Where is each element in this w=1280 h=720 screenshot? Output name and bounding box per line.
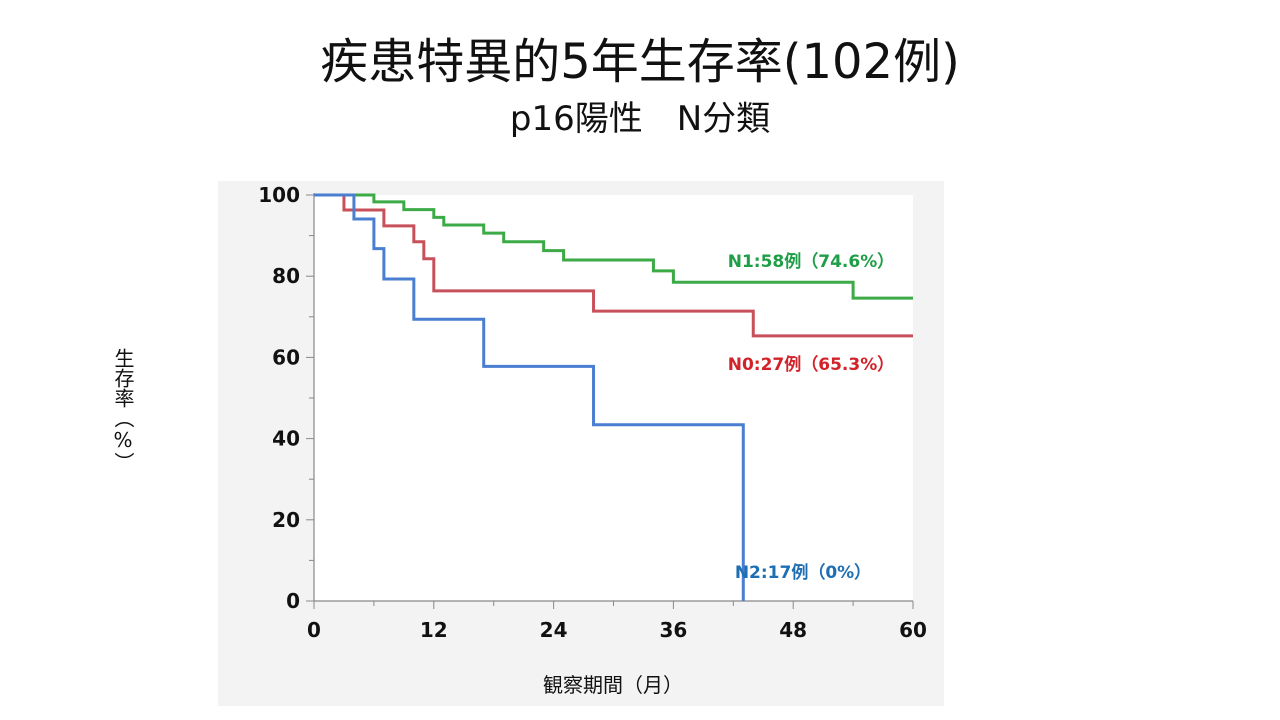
axes: 0 20 40 60 80 100 0 12 24 36 48 60 [258, 183, 927, 642]
y-tick-label: 20 [272, 508, 300, 532]
x-tick-label: 48 [779, 618, 807, 642]
x-tick-label: 60 [899, 618, 927, 642]
x-tick-label: 0 [307, 618, 321, 642]
y-tick-label: 80 [272, 264, 300, 288]
x-axis-label: 観察期間（月） [543, 673, 683, 697]
plot-area [314, 195, 913, 601]
x-tick-label: 24 [540, 618, 568, 642]
y-tick-label: 100 [258, 183, 300, 207]
x-tick-label: 12 [420, 618, 448, 642]
series-line-n2 [314, 193, 745, 601]
series-line-n1 [314, 193, 913, 300]
series-labels: N1:58例（74.6%） N0:27例（65.3%） N2:17例（0%） [728, 251, 895, 583]
x-tick-label: 36 [659, 618, 687, 642]
page-subtitle: p16陽性 N分類 [509, 99, 771, 139]
series-layer [314, 193, 913, 601]
y-tick-label: 0 [286, 589, 300, 613]
y-tick-label: 60 [272, 345, 300, 369]
page-title: 疾患特異的5年生存率(102例) [320, 34, 960, 90]
y-axis-label: 生存率（%） [111, 348, 135, 472]
series-line-n0 [314, 193, 913, 338]
chart-panel: 0 20 40 60 80 100 0 12 24 36 48 60 N1:58例（74.6%） N0:… [218, 181, 944, 706]
series-label-n2: N2:17例（0%） [735, 562, 871, 583]
y-tick-label: 40 [272, 427, 300, 451]
series-label-n0: N0:27例（65.3%） [728, 354, 895, 375]
survival-chart: 0 20 40 60 80 100 0 12 24 36 48 60 N1:58例（74.6%） N0:… [258, 183, 927, 697]
series-label-n1: N1:58例（74.6%） [728, 251, 895, 272]
